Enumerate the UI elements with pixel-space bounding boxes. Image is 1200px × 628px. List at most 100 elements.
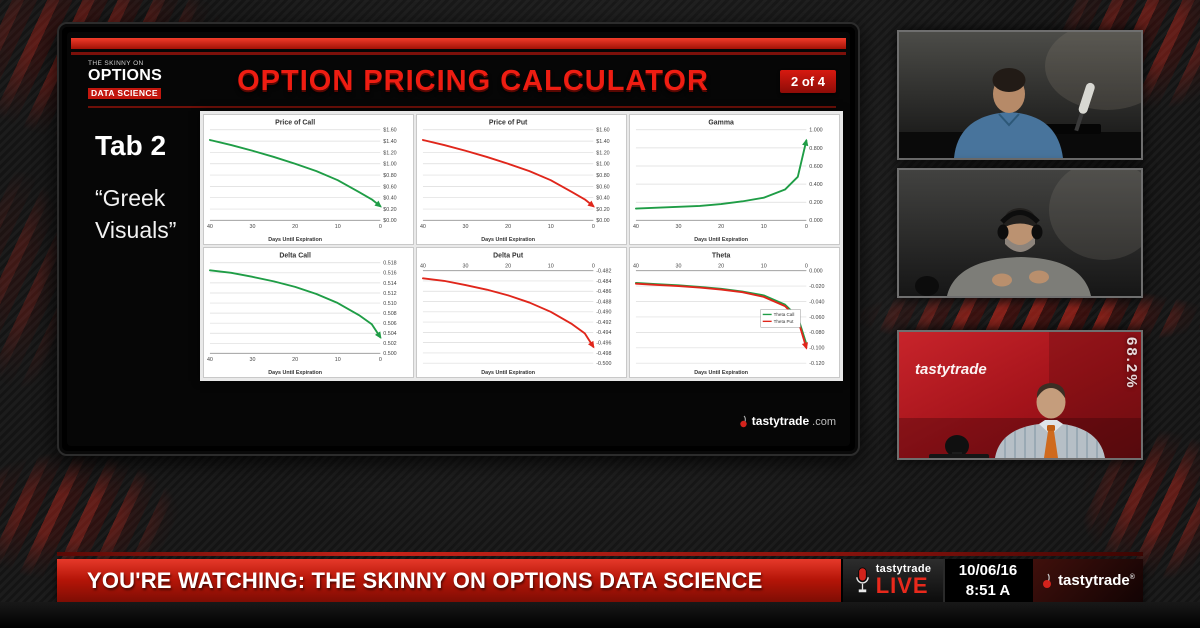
header-divider	[88, 106, 836, 108]
svg-text:40: 40	[420, 264, 426, 270]
svg-text:-0.484: -0.484	[596, 279, 611, 285]
svg-text:40: 40	[633, 264, 639, 270]
chart-theta: 0.000 -0.020 -0.040 -0.060 -0.080 -0.100 -0.12…	[629, 247, 840, 378]
svg-text:Price of Call: Price of Call	[275, 119, 315, 126]
svg-text:10: 10	[548, 264, 554, 270]
chart-price-of-call: $1.60 $1.40 $1.20 $1.00 $0.80 $0.60 $0.40 $0.20…	[203, 114, 414, 245]
svg-text:-0.486: -0.486	[596, 289, 611, 295]
page-counter-badge: 2 of 4	[780, 69, 836, 93]
svg-text:40: 40	[207, 224, 213, 230]
svg-text:$0.80: $0.80	[596, 173, 609, 179]
cherry-icon	[740, 415, 747, 427]
svg-text:-0.100: -0.100	[809, 346, 824, 352]
svg-text:30: 30	[250, 224, 256, 230]
svg-text:20: 20	[505, 264, 511, 270]
svg-text:Delta Put: Delta Put	[493, 252, 524, 259]
host-camera-middle	[897, 168, 1143, 298]
svg-text:Days Until Expiration: Days Until Expiration	[694, 237, 748, 243]
host-camera-middle-video	[899, 170, 1141, 296]
svg-text:0: 0	[805, 264, 808, 270]
svg-text:40: 40	[207, 357, 213, 363]
svg-text:$0.00: $0.00	[383, 218, 396, 224]
svg-text:-0.494: -0.494	[596, 330, 611, 336]
svg-text:0: 0	[592, 264, 595, 270]
slide: THE SKINNY ON OPTIONS DATA SCIENCE OPTIO…	[67, 32, 850, 446]
svg-text:0.200: 0.200	[809, 200, 822, 206]
svg-text:0.000: 0.000	[809, 269, 822, 275]
datetime-box: 10/06/16 8:51 A	[943, 559, 1031, 602]
svg-text:-0.490: -0.490	[596, 310, 611, 316]
chart-gamma: 1.000 0.800 0.600 0.400 0.200 0.000 40 30 20 10 0 G…	[629, 114, 840, 245]
svg-text:$1.60: $1.60	[596, 128, 609, 134]
svg-text:-0.500: -0.500	[596, 361, 611, 367]
svg-text:20: 20	[718, 224, 724, 230]
svg-text:$0.40: $0.40	[383, 196, 396, 202]
svg-text:Theta: Theta	[712, 252, 731, 259]
svg-text:0.512: 0.512	[383, 291, 396, 297]
cherry-icon	[1043, 573, 1052, 588]
network-brand: tastytrade®	[1031, 559, 1143, 602]
svg-text:$0.80: $0.80	[383, 173, 396, 179]
svg-text:30: 30	[250, 357, 256, 363]
svg-text:$1.20: $1.20	[596, 150, 609, 156]
svg-text:10: 10	[335, 224, 341, 230]
host-camera-top	[897, 30, 1143, 160]
svg-text:Gamma: Gamma	[708, 119, 734, 126]
chart-delta-put: -0.482 -0.484 -0.486 -0.488 -0.490 -0.492 -0.4…	[416, 247, 627, 378]
svg-text:20: 20	[505, 224, 511, 230]
watching-banner: YOU'RE WATCHING: THE SKINNY ON OPTIONS D…	[57, 559, 841, 602]
svg-text:Delta Call: Delta Call	[279, 252, 311, 259]
slide-red-bar-accent	[71, 52, 846, 55]
live-label: LIVE	[875, 573, 929, 598]
svg-text:-0.080: -0.080	[809, 330, 824, 336]
svg-text:40: 40	[633, 224, 639, 230]
svg-text:30: 30	[463, 264, 469, 270]
svg-text:0.510: 0.510	[383, 301, 396, 307]
ticker-top-line	[57, 552, 1143, 556]
svg-text:$1.20: $1.20	[383, 150, 396, 156]
svg-text:40: 40	[420, 224, 426, 230]
svg-text:0: 0	[805, 224, 808, 230]
viewer-percentage-overlay: 68.2%	[1123, 337, 1140, 390]
chart-delta-call: 0.518 0.516 0.514 0.512 0.510 0.508 0.506 0.504…	[203, 247, 414, 378]
footer-brand-suffix: .com	[812, 416, 836, 428]
tab-subtitle: “Greek Visuals”	[95, 185, 177, 244]
svg-text:$0.60: $0.60	[596, 184, 609, 190]
svg-text:Price of Put: Price of Put	[489, 119, 528, 126]
svg-text:30: 30	[463, 224, 469, 230]
slide-red-bar	[71, 38, 846, 49]
host-camera-top-video	[899, 32, 1141, 158]
bottom-band	[0, 602, 1200, 628]
svg-text:$1.00: $1.00	[596, 162, 609, 168]
backdrop-brand-text: tastytrade	[915, 361, 987, 378]
svg-text:0.504: 0.504	[383, 331, 396, 337]
host-camera-bottom: tastytrade 68.2%	[897, 330, 1143, 460]
svg-text:1.000: 1.000	[809, 128, 822, 134]
svg-text:$1.60: $1.60	[383, 128, 396, 134]
svg-text:0.400: 0.400	[809, 182, 822, 188]
svg-text:$0.20: $0.20	[596, 207, 609, 213]
svg-text:-0.040: -0.040	[809, 299, 824, 305]
svg-text:$0.00: $0.00	[596, 218, 609, 224]
svg-text:Days Until Expiration: Days Until Expiration	[694, 370, 748, 376]
slide-header: THE SKINNY ON OPTIONS DATA SCIENCE OPTIO…	[88, 58, 836, 104]
svg-text:$1.40: $1.40	[383, 139, 396, 145]
svg-text:10: 10	[761, 224, 767, 230]
svg-text:-0.496: -0.496	[596, 341, 611, 347]
svg-text:0.508: 0.508	[383, 311, 396, 317]
tastytrade-com-logo: tastytrade .com	[738, 414, 836, 428]
svg-text:0.500: 0.500	[383, 351, 396, 357]
svg-text:20: 20	[292, 357, 298, 363]
svg-text:Days Until Expiration: Days Until Expiration	[481, 370, 535, 376]
host-camera-bottom-video: tastytrade	[899, 332, 1141, 458]
svg-text:Days Until Expiration: Days Until Expiration	[268, 370, 322, 376]
svg-text:0.502: 0.502	[383, 341, 396, 347]
svg-text:0.000: 0.000	[809, 218, 822, 224]
slide-title: OPTION PRICING CALCULATOR	[237, 64, 709, 97]
svg-text:Days Until Expiration: Days Until Expiration	[268, 237, 322, 243]
svg-text:0.516: 0.516	[383, 271, 396, 277]
show-logo-line1: THE SKINNY ON	[88, 59, 144, 67]
svg-text:20: 20	[718, 264, 724, 270]
svg-text:$0.40: $0.40	[596, 196, 609, 202]
